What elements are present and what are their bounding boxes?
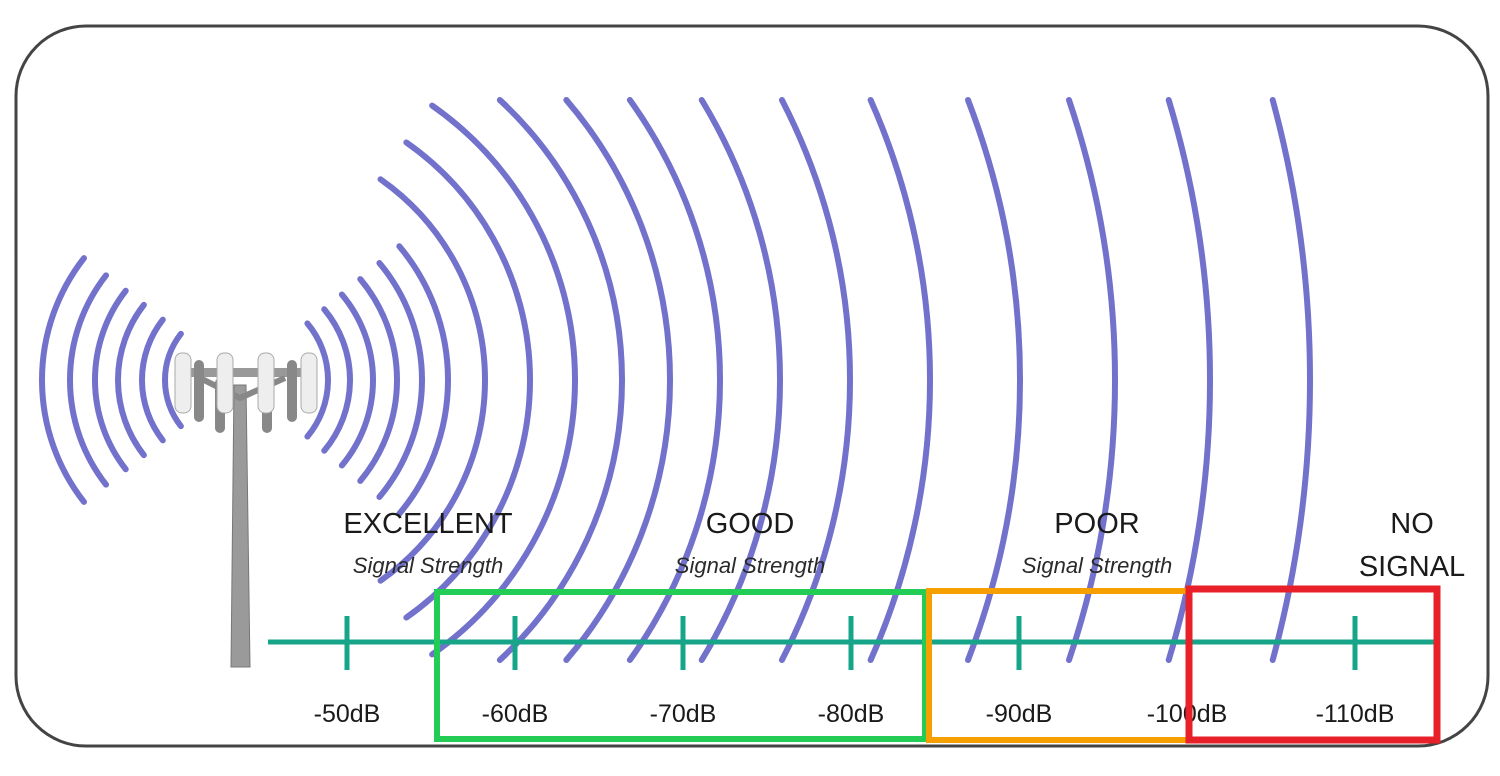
category-good-subtitle: Signal Strength bbox=[675, 553, 825, 578]
signal-wave bbox=[376, 260, 425, 500]
scale-ticks bbox=[344, 616, 1358, 670]
signal-wave bbox=[67, 272, 110, 488]
category-poor-subtitle: Signal Strength bbox=[1022, 553, 1172, 578]
signal-wave bbox=[396, 243, 451, 517]
signal-wave bbox=[867, 97, 933, 663]
signal-wave bbox=[1165, 97, 1214, 663]
signal-wave bbox=[429, 102, 578, 658]
good-range-box bbox=[434, 589, 928, 742]
category-good-title: GOOD bbox=[706, 508, 795, 540]
tick-label: -60dB bbox=[482, 700, 549, 728]
signal-wave bbox=[162, 330, 184, 430]
signal-wave bbox=[563, 97, 673, 663]
frame bbox=[14, 24, 1490, 748]
signal-wave bbox=[1065, 97, 1118, 663]
signal-wave bbox=[39, 255, 87, 505]
signal-wave bbox=[321, 306, 353, 454]
category-excellent-title: EXCELLENT bbox=[343, 508, 513, 540]
tick-label: -110dB bbox=[1316, 700, 1395, 728]
signal-wave bbox=[338, 291, 376, 469]
tick-label: -70dB bbox=[650, 700, 717, 728]
signal-wave bbox=[377, 176, 488, 584]
signal-wave bbox=[357, 276, 400, 484]
signal-wave bbox=[698, 97, 783, 663]
signal-wave bbox=[139, 316, 166, 444]
tick-label: -90dB bbox=[986, 700, 1053, 728]
signal-wave bbox=[626, 97, 723, 663]
signal-wave-icon bbox=[39, 97, 1313, 663]
tick-label: -50dB bbox=[314, 700, 381, 728]
signal-wave bbox=[778, 97, 853, 663]
cell-tower-icon bbox=[174, 352, 318, 668]
signal-wave bbox=[965, 97, 1023, 663]
category-no-signal-title-line1: NO bbox=[1390, 508, 1434, 540]
category-no-signal-title-line2: SIGNAL bbox=[1359, 551, 1465, 583]
category-poor-title: POOR bbox=[1054, 508, 1139, 540]
signal-wave bbox=[92, 287, 129, 473]
category-excellent-subtitle: Signal Strength bbox=[353, 553, 503, 578]
tick-label: -80dB bbox=[818, 700, 885, 728]
signal-wave bbox=[115, 301, 147, 459]
no-signal-range-box bbox=[1185, 585, 1441, 744]
signal-wave bbox=[304, 320, 331, 440]
signal-wave bbox=[496, 97, 625, 663]
signal-wave bbox=[403, 139, 533, 621]
